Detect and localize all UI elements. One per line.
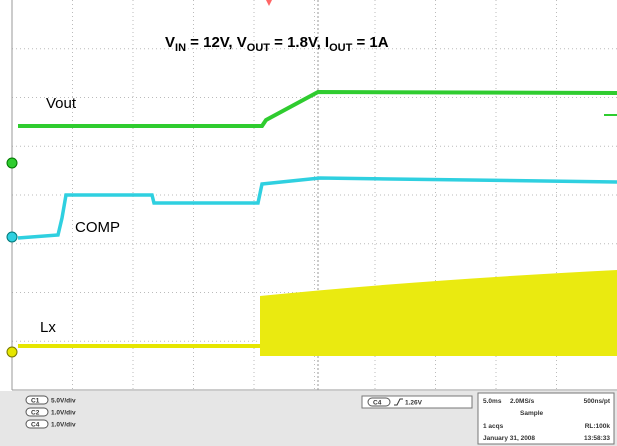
title-part: = 1A: [352, 34, 388, 51]
acq: Sample: [520, 410, 544, 417]
ch-id: C1: [31, 398, 40, 405]
trace-label: Vout: [46, 95, 77, 112]
ch-marker: [7, 347, 17, 357]
acq: 13:58:33: [584, 435, 610, 442]
scope: VIN = 12V, VOUT = 1.8V, IOUT = 1A Vout C…: [0, 0, 617, 446]
ch-marker: [7, 158, 17, 168]
title-sub: OUT: [329, 42, 353, 54]
acq: RL:100k: [585, 423, 611, 430]
ch-scale: 1.0V/div: [51, 422, 76, 429]
channel-list: C1 C2 C4 5.0V/div 1.0V/div 1.0V/div: [26, 396, 76, 429]
title-sub: OUT: [247, 42, 271, 54]
trig-level: 1.26V: [405, 400, 423, 407]
acq: 2.0MS/s: [510, 398, 535, 405]
title-part: = 12V, V: [186, 34, 247, 51]
title-part: = 1.8V, I: [270, 34, 329, 51]
title-sub: IN: [175, 42, 186, 54]
acq: January 31, 2008: [483, 435, 535, 442]
ch-id: C4: [31, 422, 40, 429]
ch-id: C2: [31, 410, 40, 417]
ch-scale: 5.0V/div: [51, 398, 76, 405]
trig-source: C4: [373, 400, 382, 407]
trace-label: COMP: [75, 219, 120, 236]
acq: 5.0ms: [483, 398, 502, 405]
acq: 500ns/pt: [584, 398, 611, 405]
page: {"screen": {"title": {"parts": ["V", "IN…: [0, 0, 617, 446]
acq: 1 acqs: [483, 423, 504, 430]
title-part: V: [165, 34, 175, 51]
ch-scale: 1.0V/div: [51, 410, 76, 417]
ch-marker: [7, 232, 17, 242]
trace-label: Lx: [40, 319, 56, 336]
